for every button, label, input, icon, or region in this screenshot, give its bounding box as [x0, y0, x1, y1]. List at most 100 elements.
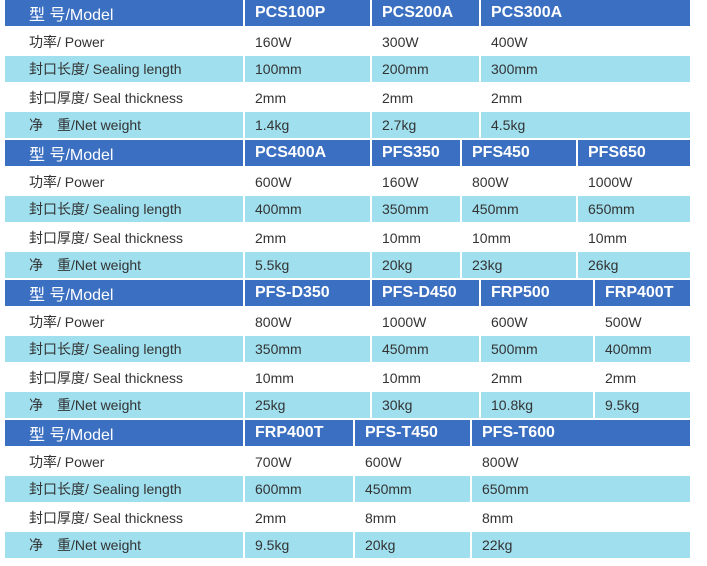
spec-value: 160W [372, 168, 462, 196]
row-label: 净 重/Net weight [5, 532, 245, 560]
spec-value: 1.4kg [245, 112, 372, 140]
spec-value: 2mm [245, 224, 372, 252]
row-label: 型 号/Model [5, 140, 245, 168]
spec-value: 300W [372, 28, 481, 56]
model-name: PFS650 [578, 140, 690, 168]
spec-value: 700W [245, 448, 355, 476]
row-label: 封口厚度/ Seal thickness [5, 224, 245, 252]
model-name: PFS350 [372, 140, 462, 168]
spec-value: 26kg [578, 252, 690, 280]
spec-value: 800W [462, 168, 578, 196]
spec-value: 160W [245, 28, 372, 56]
model-name: FRP400T [245, 420, 355, 448]
spec-value: 650mm [578, 196, 690, 224]
spec-value: 450mm [462, 196, 578, 224]
row-label: 封口长度/ Sealing length [5, 196, 245, 224]
spec-value: 20kg [372, 252, 462, 280]
row-label: 型 号/Model [5, 420, 245, 448]
spec-value: 1000W [578, 168, 690, 196]
row-label: 封口厚度/ Seal thickness [5, 504, 245, 532]
spec-block: 型 号/Model PFS-D350 PFS-D450 FRP500 FRP400T 功率… [5, 280, 690, 420]
row-label: 功率/ Power [5, 448, 245, 476]
spec-value: 450mm [355, 476, 472, 504]
seal_thickness-row: 封口厚度/ Seal thickness 2mm 2mm 2mm [5, 84, 690, 112]
spec-value: 400mm [595, 336, 690, 364]
spec-value: 10mm [372, 364, 481, 392]
model-name: PFS-D450 [372, 280, 481, 308]
row-label: 功率/ Power [5, 168, 245, 196]
spec-value: 10.8kg [481, 392, 595, 420]
row-label: 型 号/Model [5, 280, 245, 308]
spec-block: 型 号/Model PCS100P PCS200A PCS300A 功率/ Power 1… [5, 0, 690, 140]
spec-value: 2mm [481, 84, 690, 112]
power-row: 功率/ Power 800W 1000W 600W 500W [5, 308, 690, 336]
spec-value: 2mm [372, 84, 481, 112]
spec-value: 22kg [472, 532, 690, 560]
model-name: PFS-D350 [245, 280, 372, 308]
spec-value: 600W [481, 308, 595, 336]
spec-value: 100mm [245, 56, 372, 84]
row-label: 封口长度/ Sealing length [5, 476, 245, 504]
spec-value: 350mm [372, 196, 462, 224]
model-name: PCS400A [245, 140, 372, 168]
spec-value: 10mm [578, 224, 690, 252]
seal_thickness-row: 封口厚度/ Seal thickness 2mm 8mm 8mm [5, 504, 690, 532]
spec-value: 25kg [245, 392, 372, 420]
row-label: 功率/ Power [5, 28, 245, 56]
spec-value: 8mm [355, 504, 472, 532]
row-label: 型 号/Model [5, 0, 245, 28]
model-name: PFS-T600 [472, 420, 690, 448]
net_weight-row: 净 重/Net weight 9.5kg 20kg 22kg [5, 532, 690, 560]
spec-value: 500mm [481, 336, 595, 364]
spec-value: 9.5kg [595, 392, 690, 420]
spec-value: 450mm [372, 336, 481, 364]
seal_thickness-row: 封口厚度/ Seal thickness 10mm 10mm 2mm 2mm [5, 364, 690, 392]
spec-value: 400W [481, 28, 690, 56]
row-label: 功率/ Power [5, 308, 245, 336]
spec-value: 20kg [355, 532, 472, 560]
spec-value: 200mm [372, 56, 481, 84]
spec-table: 型 号/Model PCS100P PCS200A PCS300A 功率/ Power 1… [5, 0, 690, 560]
spec-value: 1000W [372, 308, 481, 336]
spec-value: 23kg [462, 252, 578, 280]
spec-value: 30kg [372, 392, 481, 420]
model-name: FRP400T [595, 280, 690, 308]
spec-value: 2mm [245, 84, 372, 112]
spec-value: 400mm [245, 196, 372, 224]
spec-value: 10mm [462, 224, 578, 252]
spec-value: 650mm [472, 476, 690, 504]
model-name: PCS100P [245, 0, 372, 28]
spec-value: 800W [245, 308, 372, 336]
model-name: PFS-T450 [355, 420, 472, 448]
spec-value: 350mm [245, 336, 372, 364]
sealing_length-row: 封口长度/ Sealing length 600mm 450mm 650mm [5, 476, 690, 504]
model-name: FRP500 [481, 280, 595, 308]
spec-value: 2mm [481, 364, 595, 392]
spec-block: 型 号/Model FRP400T PFS-T450 PFS-T600 功率/ Powe… [5, 420, 690, 560]
model-row: 型 号/Model PFS-D350 PFS-D450 FRP500 FRP400T [5, 280, 690, 308]
power-row: 功率/ Power 600W 160W 800W 1000W [5, 168, 690, 196]
spec-value: 600W [245, 168, 372, 196]
power-row: 功率/ Power 700W 600W 800W [5, 448, 690, 476]
row-label: 封口厚度/ Seal thickness [5, 84, 245, 112]
row-label: 封口厚度/ Seal thickness [5, 364, 245, 392]
spec-value: 500W [595, 308, 690, 336]
spec-value: 8mm [472, 504, 690, 532]
spec-value: 5.5kg [245, 252, 372, 280]
model-name: PCS300A [481, 0, 690, 28]
spec-value: 9.5kg [245, 532, 355, 560]
spec-value: 10mm [372, 224, 462, 252]
spec-value: 10mm [245, 364, 372, 392]
row-label: 封口长度/ Sealing length [5, 56, 245, 84]
spec-value: 600mm [245, 476, 355, 504]
spec-block: 型 号/Model PCS400A PFS350 PFS450 PFS650 功率/ Po… [5, 140, 690, 280]
spec-value: 2mm [595, 364, 690, 392]
sealing_length-row: 封口长度/ Sealing length 350mm 450mm 500mm 400mm [5, 336, 690, 364]
row-label: 封口长度/ Sealing length [5, 336, 245, 364]
net_weight-row: 净 重/Net weight 1.4kg 2.7kg 4.5kg [5, 112, 690, 140]
row-label: 净 重/Net weight [5, 252, 245, 280]
spec-value: 800W [472, 448, 690, 476]
model-row: 型 号/Model PCS100P PCS200A PCS300A [5, 0, 690, 28]
sealing_length-row: 封口长度/ Sealing length 100mm 200mm 300mm [5, 56, 690, 84]
seal_thickness-row: 封口厚度/ Seal thickness 2mm 10mm 10mm 10mm [5, 224, 690, 252]
